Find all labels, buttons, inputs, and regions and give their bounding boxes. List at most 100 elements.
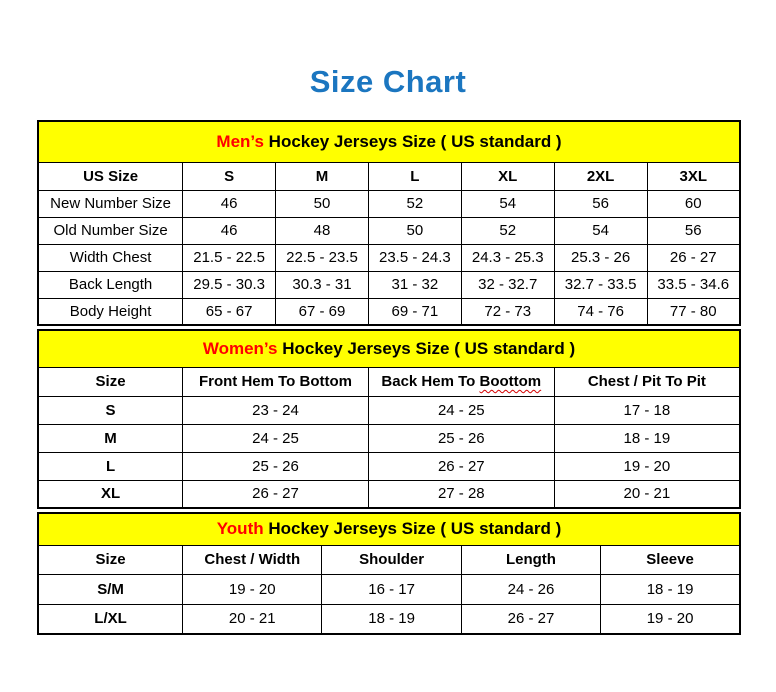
value-cell: 26 - 27: [182, 479, 369, 509]
page-title: Size Chart: [309, 64, 467, 99]
value-cell: 60: [646, 189, 741, 218]
mens-section-title: Men’s Hockey Jerseys Size ( US standard …: [37, 120, 741, 163]
row-label: S/M: [37, 573, 184, 605]
womens-header-row: Size Front Hem To Bottom Back Hem To Boo…: [37, 366, 741, 397]
youth-size-table: Youth Hockey Jerseys Size ( US standard …: [37, 512, 741, 635]
mens-section-rest: Hockey Jerseys Size ( US standard ): [263, 131, 562, 151]
value-cell: 25 - 26: [182, 451, 369, 481]
column-header: S: [182, 161, 277, 191]
value-cell: 26 - 27: [367, 451, 555, 481]
womens-size-table: Women’s Hockey Jerseys Size ( US standar…: [37, 329, 741, 509]
value-cell: 25 - 26: [367, 423, 555, 453]
table-row: Width Chest 21.5 - 22.5 22.5 - 23.5 23.5…: [37, 243, 741, 272]
misspell-prefix: Back Hem To: [381, 373, 480, 390]
value-cell: 54: [460, 189, 555, 218]
row-label: L: [37, 451, 184, 481]
youth-section-title: Youth Hockey Jerseys Size ( US standard …: [37, 512, 741, 546]
value-cell: 21.5 - 22.5: [182, 243, 277, 272]
value-cell: 69 - 71: [367, 297, 462, 326]
value-cell: 74 - 76: [553, 297, 648, 326]
column-header-misspelled: Back Hem To Boottom: [367, 366, 555, 397]
size-chart-tables: Men’s Hockey Jerseys Size ( US standard …: [37, 120, 741, 638]
value-cell: 32 - 32.7: [460, 270, 555, 299]
row-label: XL: [37, 479, 184, 509]
value-cell: 67 - 69: [275, 297, 369, 326]
column-header: Size: [37, 366, 184, 397]
value-cell: 72 - 73: [460, 297, 555, 326]
table-row: New Number Size 46 50 52 54 56 60: [37, 189, 741, 218]
value-cell: 20 - 21: [553, 479, 741, 509]
table-row: L/XL 20 - 21 18 - 19 26 - 27 19 - 20: [37, 603, 741, 635]
misspelled-word: Boottom: [479, 373, 542, 390]
womens-section-rest: Hockey Jerseys Size ( US standard ): [277, 338, 576, 358]
value-cell: 24 - 25: [182, 423, 369, 453]
mens-section-accent: Men’s: [216, 131, 264, 151]
value-cell: 52: [367, 189, 462, 218]
table-row: S 23 - 24 24 - 25 17 - 18: [37, 395, 741, 425]
mens-size-table: Men’s Hockey Jerseys Size ( US standard …: [37, 120, 741, 326]
value-cell: 50: [367, 216, 462, 245]
womens-section-title: Women’s Hockey Jerseys Size ( US standar…: [37, 329, 741, 368]
row-label: Width Chest: [37, 243, 184, 272]
value-cell: 77 - 80: [646, 297, 741, 326]
value-cell: 18 - 19: [600, 573, 741, 605]
womens-section-accent: Women’s: [202, 338, 278, 358]
table-row: L 25 - 26 26 - 27 19 - 20: [37, 451, 741, 481]
column-header: US Size: [37, 161, 184, 191]
value-cell: 24 - 25: [367, 395, 555, 425]
value-cell: 23 - 24: [182, 395, 369, 425]
column-header: Front Hem To Bottom: [182, 366, 369, 397]
value-cell: 46: [182, 216, 277, 245]
value-cell: 23.5 - 24.3: [367, 243, 462, 272]
mens-header-row: US Size S M L XL 2XL 3XL: [37, 161, 741, 191]
value-cell: 16 - 17: [321, 573, 462, 605]
value-cell: 27 - 28: [367, 479, 555, 509]
value-cell: 65 - 67: [182, 297, 277, 326]
value-cell: 50: [275, 189, 369, 218]
value-cell: 46: [182, 189, 277, 218]
value-cell: 18 - 19: [553, 423, 741, 453]
row-label: Old Number Size: [37, 216, 184, 245]
youth-section-accent: Youth: [216, 519, 264, 539]
value-cell: 26 - 27: [460, 603, 602, 635]
row-label: M: [37, 423, 184, 453]
table-row: Old Number Size 46 48 50 52 54 56: [37, 216, 741, 245]
table-row: XL 26 - 27 27 - 28 20 - 21: [37, 479, 741, 509]
value-cell: 24 - 26: [460, 573, 602, 605]
value-cell: 52: [460, 216, 555, 245]
youth-section-row: Youth Hockey Jerseys Size ( US standard …: [37, 512, 741, 546]
table-row: S/M 19 - 20 16 - 17 24 - 26 18 - 19: [37, 573, 741, 605]
table-row: Back Length 29.5 - 30.3 30.3 - 31 31 - 3…: [37, 270, 741, 299]
youth-header-row: Size Chest / Width Shoulder Length Sleev…: [37, 544, 741, 575]
column-header: 2XL: [553, 161, 648, 191]
row-label: New Number Size: [37, 189, 184, 218]
value-cell: 20 - 21: [182, 603, 323, 635]
table-row: Body Height 65 - 67 67 - 69 69 - 71 72 -…: [37, 297, 741, 326]
value-cell: 48: [275, 216, 369, 245]
value-cell: 29.5 - 30.3: [182, 270, 277, 299]
value-cell: 24.3 - 25.3: [460, 243, 555, 272]
value-cell: 18 - 19: [321, 603, 462, 635]
value-cell: 33.5 - 34.6: [646, 270, 741, 299]
value-cell: 30.3 - 31: [275, 270, 369, 299]
column-header: Sleeve: [600, 544, 741, 575]
value-cell: 19 - 20: [600, 603, 741, 635]
value-cell: 25.3 - 26: [553, 243, 648, 272]
value-cell: 56: [553, 189, 648, 218]
column-header: Chest / Pit To Pit: [553, 366, 741, 397]
column-header: Length: [460, 544, 602, 575]
youth-section-rest: Hockey Jerseys Size ( US standard ): [263, 519, 562, 539]
row-label: S: [37, 395, 184, 425]
value-cell: 19 - 20: [182, 573, 323, 605]
column-header: L: [367, 161, 462, 191]
value-cell: 54: [553, 216, 648, 245]
mens-section-row: Men’s Hockey Jerseys Size ( US standard …: [37, 120, 741, 163]
column-header: 3XL: [646, 161, 741, 191]
value-cell: 56: [646, 216, 741, 245]
column-header: Chest / Width: [182, 544, 323, 575]
column-header: XL: [460, 161, 555, 191]
column-header: M: [275, 161, 369, 191]
womens-section-row: Women’s Hockey Jerseys Size ( US standar…: [37, 329, 741, 368]
value-cell: 26 - 27: [646, 243, 741, 272]
row-label: Body Height: [37, 297, 184, 326]
